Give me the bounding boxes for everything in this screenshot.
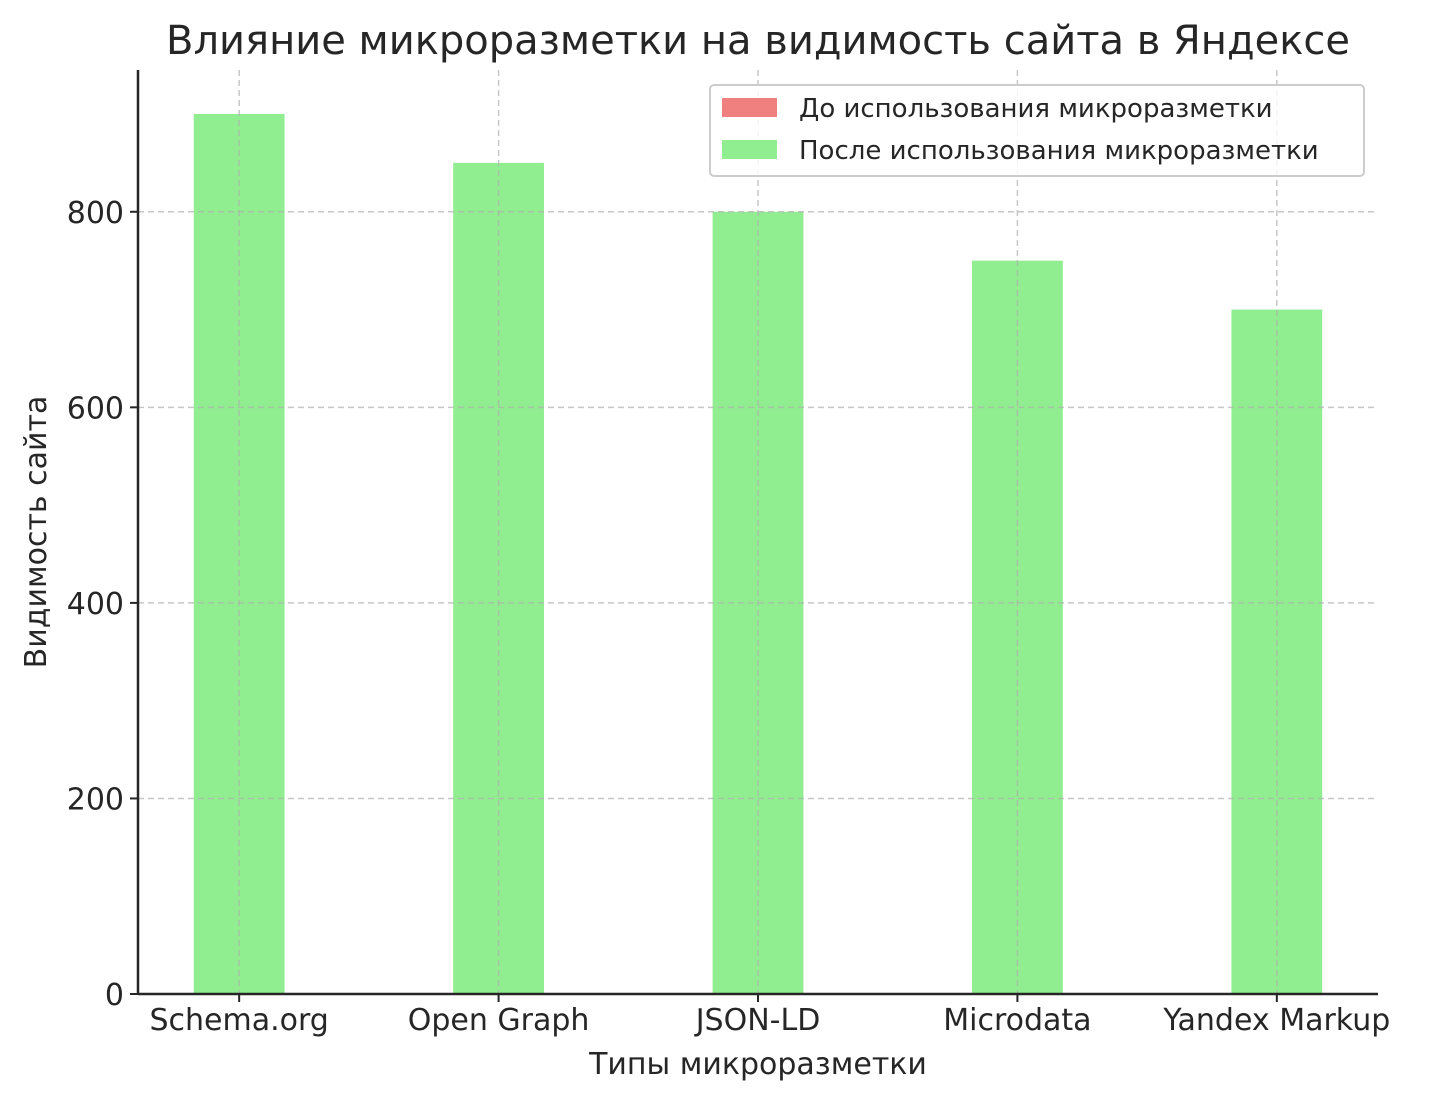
y-tick-label: 800: [67, 196, 124, 231]
legend-label-after: После использования микроразметки: [799, 136, 1319, 166]
bar-after: [453, 162, 544, 994]
gridlines: [138, 70, 1378, 994]
legend-swatch-after: [722, 140, 777, 159]
axes: Schema.org Open Graph JSON-LD Microdata Yand…: [67, 70, 1390, 1038]
x-tick-label: Microdata: [943, 1003, 1091, 1038]
chart-title: Влияние микроразметки на видимость сайта…: [166, 18, 1350, 64]
x-tick-label: Schema.org: [149, 1003, 328, 1038]
x-tick-label: Open Graph: [408, 1003, 590, 1038]
y-tick-label: 0: [105, 978, 124, 1013]
legend: До использования микроразметки После исп…: [709, 84, 1365, 177]
legend-label-before: До использования микроразметки: [799, 94, 1273, 124]
y-tick-label: 200: [67, 782, 124, 817]
y-axis-label: Видимость сайта: [19, 396, 54, 669]
y-tick-label: 400: [67, 587, 124, 622]
x-tick-label: JSON-LD: [694, 1003, 821, 1038]
legend-swatch-before: [722, 98, 777, 117]
x-tick-label: Yandex Markup: [1162, 1003, 1390, 1038]
x-axis-label: Типы микроразметки: [588, 1047, 927, 1082]
y-tick-label: 600: [67, 391, 124, 426]
legend-frame: [709, 84, 1365, 177]
